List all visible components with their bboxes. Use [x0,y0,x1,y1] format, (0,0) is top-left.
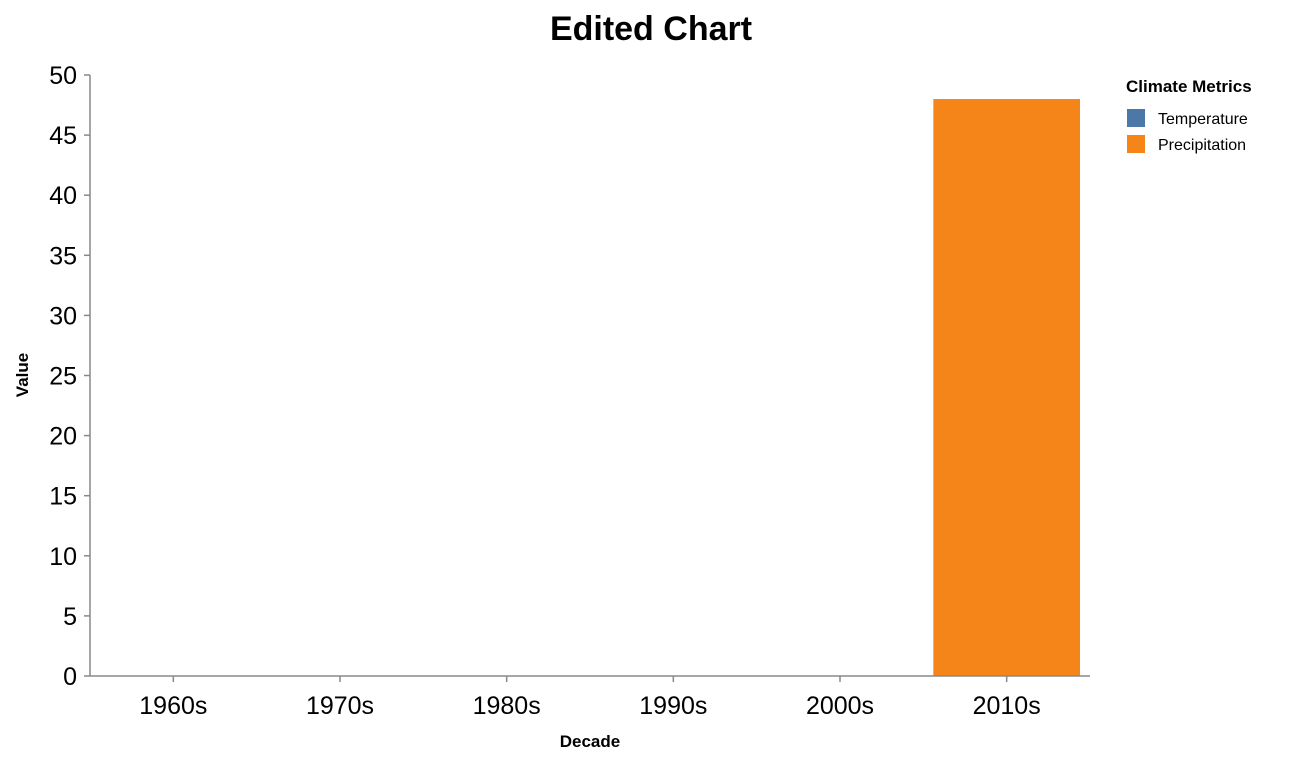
y-tick-label: 10 [49,543,77,571]
y-tick-label: 15 [49,483,77,511]
x-tick-label: 1970s [306,692,374,720]
y-tick-label: 20 [49,423,77,451]
bar-precipitation-2010s [933,99,1080,677]
y-tick-label: 25 [49,363,77,391]
y-tick-label: 50 [49,62,77,90]
legend-title: Climate Metrics [1126,77,1252,96]
x-tick-label: 1990s [639,692,707,720]
chart-title: Edited Chart [550,10,752,48]
x-axis-title: Decade [560,732,620,751]
legend-swatch [1127,109,1145,127]
y-axis-title: Value [13,353,32,397]
x-axis: 1960s 1970s 1980s 1990s 2000s 2010s [139,676,1041,720]
y-tick-label: 30 [49,302,77,330]
legend-label: Precipitation [1158,137,1246,154]
y-tick-label: 35 [49,242,77,270]
x-tick-label: 2000s [806,692,874,720]
bars-layer [933,99,1080,677]
x-tick-label: 1980s [473,692,541,720]
y-tick-label: 5 [63,603,77,631]
y-axis: 0 5 10 15 20 25 30 35 40 45 50 [49,62,90,691]
y-tick-label: 40 [49,182,77,210]
legend-swatch [1127,135,1145,153]
y-tick-label: 0 [63,663,77,691]
legend-label: Temperature [1158,111,1248,128]
x-tick-label: 2010s [973,692,1041,720]
x-tick-label: 1960s [139,692,207,720]
legend: Climate Metrics Temperature Precipitation [1126,77,1252,154]
y-tick-label: 45 [49,122,77,150]
